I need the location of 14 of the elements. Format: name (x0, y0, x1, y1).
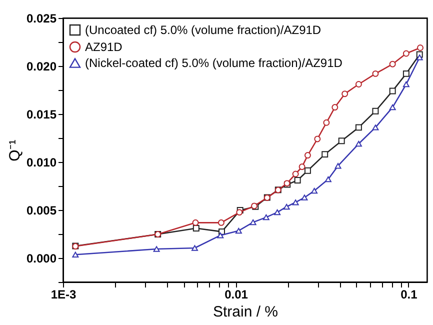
y-tick-label: 0.015 (26, 108, 57, 122)
y-axis-title: Q⁻¹ (6, 140, 24, 162)
x-tick-label: 0.1 (400, 288, 418, 302)
y-tick-label: 0.005 (26, 204, 57, 218)
legend-label: (Nickel-coated cf) 5.0% (volume fraction)/AZ91D (85, 56, 343, 70)
x-tick-label: 0.01 (224, 288, 248, 302)
y-tick-label: 0.000 (26, 252, 57, 266)
legend-label: AZ91D (85, 40, 123, 54)
x-tick-label: 1E-3 (50, 288, 76, 302)
y-tick-label: 0.025 (26, 12, 57, 26)
y-tick-label: 0.020 (26, 60, 57, 74)
x-axis-title: Strain / % (212, 304, 278, 320)
legend-label: (Uncoated cf) 5.0% (volume fraction)/AZ91D (85, 23, 322, 37)
y-tick-label: 0.010 (26, 156, 57, 170)
